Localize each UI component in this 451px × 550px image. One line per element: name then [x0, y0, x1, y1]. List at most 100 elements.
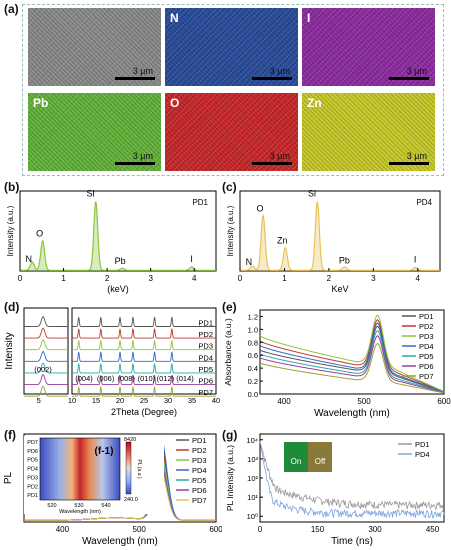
heatmap-row-label: PD6 — [27, 449, 38, 455]
spectrum-line — [240, 201, 440, 271]
y-tick-label: 0.0 — [248, 390, 258, 399]
peak-annotation: O — [36, 229, 43, 239]
panel-c-label: (c) — [222, 180, 237, 194]
inset-heatmap — [39, 437, 121, 501]
x-tick-label: 20 — [116, 396, 124, 405]
xrd-trace-right — [72, 316, 216, 327]
scale-bar-label: 3 µm — [406, 151, 427, 161]
x-tick-label: 150 — [311, 525, 325, 534]
peak-annotation: N — [25, 254, 32, 264]
absorbance-series — [259, 325, 445, 393]
x-tick-label: 0 — [18, 274, 23, 283]
inset-x-tick-label: 520 — [47, 503, 56, 509]
xrd-trace-left — [24, 350, 68, 362]
x-tick-label: 2 — [105, 274, 110, 283]
legend-entry: PD3 — [198, 342, 213, 351]
legend-entry: PD6 — [198, 377, 213, 386]
x-axis-label: Time (ns) — [331, 536, 373, 547]
scale-bar-label: 3 µm — [132, 66, 153, 76]
x-tick-label: 3 — [148, 274, 153, 283]
photo-on — [284, 442, 308, 472]
scale-bar-label: 3 µm — [132, 151, 153, 161]
y-axis-label: Intensity (a.u.) — [226, 205, 235, 256]
heatmap-row-label: PD7 — [27, 440, 38, 446]
plot-frame — [239, 190, 441, 272]
x-tick-label: 400 — [56, 525, 70, 534]
x-axis-label: 2Theta (Degree) — [111, 407, 177, 417]
x-tick-label: 0 — [238, 274, 243, 283]
x-tick-label: 5 — [37, 396, 41, 405]
eds-map-element-label: O — [170, 96, 180, 110]
y-tick-label: 0.2 — [248, 377, 258, 386]
x-tick-label: 40 — [212, 396, 220, 405]
y-tick-label: 10⁴ — [246, 436, 258, 445]
heatmap-row-label: PD5 — [27, 458, 38, 464]
inset-x-axis-label: Wavelength (nm) — [59, 509, 101, 515]
miller-index-label: (002) — [34, 365, 52, 374]
legend-entry: PD3 — [192, 456, 207, 465]
inset-label: (f-1) — [95, 446, 114, 457]
x-tick-label: 600 — [209, 525, 222, 534]
x-tick-label: 2 — [327, 274, 332, 283]
x-tick-label: 4 — [192, 274, 197, 283]
y-tick-label: 10⁰ — [247, 512, 258, 521]
legend-entry: PD2 — [192, 446, 207, 455]
scale-bar-label: 3 µm — [269, 151, 290, 161]
scale-bar — [115, 77, 155, 80]
eds-map-tile-zn: Zn 3 µm — [302, 93, 435, 171]
eds-map-tile-pb: Pb 3 µm — [28, 93, 161, 171]
absorbance-series — [259, 330, 445, 393]
photo-on-label: On — [291, 457, 302, 466]
eds-map-tile-o: O 3 µm — [165, 93, 298, 171]
eds-map-element-label: I — [307, 11, 311, 25]
x-tick-label: 30 — [164, 396, 172, 405]
panel-d-label: (d) — [4, 300, 20, 314]
scale-bar — [252, 77, 292, 80]
y-tick-label: 10² — [247, 474, 258, 483]
eds-map-element-label: Zn — [307, 96, 322, 110]
inset-x-tick-label: 530 — [74, 503, 83, 509]
scale-bar — [252, 162, 292, 165]
heatmap-row-label: PD3 — [27, 475, 38, 481]
miller-index-label: (008) — [117, 374, 135, 383]
x-tick-label: 3 — [371, 274, 376, 283]
x-axis-label: Wavelength (nm) — [314, 408, 390, 419]
photo-off-label: Off — [315, 457, 326, 466]
y-tick-label: 10³ — [247, 455, 258, 464]
panel-f-label: (f) — [4, 428, 16, 442]
x-tick-label: 0 — [258, 525, 263, 534]
absorbance-series — [259, 343, 444, 394]
scale-bar — [389, 77, 429, 80]
colorbar-label: PL (a.u.) — [136, 460, 142, 479]
spectrum-fill — [240, 201, 440, 271]
peak-annotation: I — [190, 254, 193, 264]
plot-frame — [19, 190, 217, 272]
legend-entry: PD1 — [415, 440, 430, 449]
eds-map-tile-i: I 3 µm — [302, 8, 435, 86]
legend-entry: PD1 — [419, 312, 434, 321]
trpl-series — [259, 441, 445, 511]
y-tick-label: 0.6 — [248, 351, 258, 360]
xrd-trace-left — [24, 385, 68, 397]
eds-map-element-label: N — [170, 11, 179, 25]
inset-x-tick-label: 540 — [101, 503, 110, 509]
y-tick-label: 1.2 — [248, 312, 258, 321]
xrd-trace-left — [24, 374, 68, 386]
peak-annotation: Si — [87, 188, 95, 198]
x-tick-label: 25 — [140, 396, 148, 405]
xrd-trace-right — [72, 363, 216, 374]
y-tick-label: 10¹ — [247, 493, 258, 502]
photo-off — [308, 442, 332, 472]
legend-entry: PD5 — [192, 476, 207, 485]
legend-entry: PD7 — [192, 496, 207, 505]
x-tick-label: 15 — [92, 396, 100, 405]
y-axis-label: Intensity (a.u.) — [6, 205, 15, 256]
scale-bar — [389, 162, 429, 165]
panel-a-label: (a) — [4, 2, 19, 16]
x-axis-label: Wavelength (nm) — [82, 536, 158, 547]
plot-frame — [259, 309, 445, 395]
y-axis-label: PL Intensity (a.u.) — [225, 445, 235, 511]
legend-entry: PD7 — [419, 372, 434, 381]
peak-annotation: Pb — [115, 256, 126, 266]
